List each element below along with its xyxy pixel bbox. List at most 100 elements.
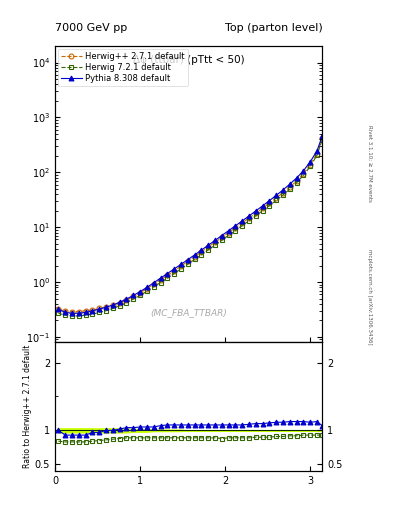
Herwig 7.2.1 default bbox=[158, 280, 163, 286]
Herwig 7.2.1 default bbox=[110, 306, 115, 312]
Legend: Herwig++ 2.7.1 default, Herwig 7.2.1 default, Pythia 8.308 default: Herwig++ 2.7.1 default, Herwig 7.2.1 def… bbox=[57, 49, 188, 87]
Herwig++ 2.7.1 default bbox=[158, 276, 163, 283]
Line: Herwig 7.2.1 default: Herwig 7.2.1 default bbox=[56, 138, 325, 318]
Herwig++ 2.7.1 default bbox=[165, 272, 170, 279]
Pythia 8.308 default bbox=[63, 309, 68, 315]
Herwig++ 2.7.1 default bbox=[260, 205, 265, 211]
Pythia 8.308 default bbox=[213, 238, 217, 244]
Pythia 8.308 default bbox=[110, 302, 115, 308]
Herwig++ 2.7.1 default bbox=[118, 300, 122, 306]
Herwig++ 2.7.1 default bbox=[172, 268, 176, 274]
Herwig 7.2.1 default bbox=[213, 242, 217, 248]
Herwig++ 2.7.1 default bbox=[63, 308, 68, 314]
Text: Δφ (ttbar) (pTtt < 50): Δφ (ttbar) (pTtt < 50) bbox=[133, 55, 244, 65]
Herwig++ 2.7.1 default bbox=[213, 239, 217, 245]
Herwig 7.2.1 default bbox=[124, 300, 129, 306]
Herwig 7.2.1 default bbox=[131, 296, 136, 302]
Herwig 7.2.1 default bbox=[56, 310, 61, 316]
Herwig 7.2.1 default bbox=[145, 288, 149, 294]
Herwig++ 2.7.1 default bbox=[104, 304, 108, 310]
Herwig++ 2.7.1 default bbox=[151, 281, 156, 287]
Herwig 7.2.1 default bbox=[77, 313, 81, 319]
Pythia 8.308 default bbox=[281, 187, 285, 193]
Pythia 8.308 default bbox=[247, 213, 252, 219]
Herwig 7.2.1 default bbox=[151, 284, 156, 290]
Herwig++ 2.7.1 default bbox=[315, 151, 320, 157]
Herwig 7.2.1 default bbox=[63, 312, 68, 318]
Herwig++ 2.7.1 default bbox=[267, 200, 272, 206]
Herwig++ 2.7.1 default bbox=[281, 189, 285, 196]
Herwig 7.2.1 default bbox=[138, 292, 142, 298]
Pythia 8.308 default bbox=[83, 309, 88, 315]
Herwig++ 2.7.1 default bbox=[240, 220, 244, 226]
Herwig++ 2.7.1 default bbox=[320, 135, 325, 141]
Pythia 8.308 default bbox=[165, 270, 170, 276]
Herwig 7.2.1 default bbox=[294, 180, 299, 186]
Pythia 8.308 default bbox=[219, 232, 224, 239]
Herwig++ 2.7.1 default bbox=[124, 297, 129, 303]
Herwig++ 2.7.1 default bbox=[206, 244, 211, 250]
Herwig 7.2.1 default bbox=[185, 261, 190, 267]
Pythia 8.308 default bbox=[253, 208, 258, 214]
Herwig++ 2.7.1 default bbox=[301, 170, 306, 177]
Herwig 7.2.1 default bbox=[260, 208, 265, 214]
Herwig++ 2.7.1 default bbox=[90, 307, 95, 313]
Pythia 8.308 default bbox=[104, 304, 108, 310]
Herwig++ 2.7.1 default bbox=[178, 263, 183, 269]
Herwig 7.2.1 default bbox=[97, 309, 102, 315]
Herwig++ 2.7.1 default bbox=[70, 309, 74, 315]
Pythia 8.308 default bbox=[97, 306, 102, 312]
Pythia 8.308 default bbox=[145, 284, 149, 290]
Pythia 8.308 default bbox=[131, 292, 136, 298]
Pythia 8.308 default bbox=[308, 159, 312, 165]
Pythia 8.308 default bbox=[70, 310, 74, 316]
Herwig++ 2.7.1 default bbox=[110, 302, 115, 308]
Line: Pythia 8.308 default: Pythia 8.308 default bbox=[56, 134, 325, 316]
Herwig 7.2.1 default bbox=[301, 173, 306, 179]
Herwig 7.2.1 default bbox=[192, 257, 197, 263]
Pythia 8.308 default bbox=[240, 218, 244, 224]
Herwig++ 2.7.1 default bbox=[199, 249, 204, 255]
Herwig 7.2.1 default bbox=[315, 152, 320, 158]
Text: 7000 GeV pp: 7000 GeV pp bbox=[55, 23, 127, 33]
Pythia 8.308 default bbox=[90, 308, 95, 314]
Herwig 7.2.1 default bbox=[308, 163, 312, 169]
Herwig 7.2.1 default bbox=[274, 197, 279, 203]
Herwig++ 2.7.1 default bbox=[219, 234, 224, 241]
Herwig 7.2.1 default bbox=[90, 311, 95, 317]
Herwig 7.2.1 default bbox=[253, 212, 258, 219]
Text: Rivet 3.1.10; ≥ 2.7M events: Rivet 3.1.10; ≥ 2.7M events bbox=[367, 125, 372, 202]
Herwig 7.2.1 default bbox=[199, 252, 204, 258]
Pythia 8.308 default bbox=[226, 228, 231, 234]
Herwig++ 2.7.1 default bbox=[97, 306, 102, 312]
Herwig 7.2.1 default bbox=[118, 303, 122, 309]
Herwig 7.2.1 default bbox=[247, 218, 252, 224]
Herwig++ 2.7.1 default bbox=[77, 309, 81, 315]
Pythia 8.308 default bbox=[294, 175, 299, 181]
Pythia 8.308 default bbox=[158, 275, 163, 281]
Herwig++ 2.7.1 default bbox=[83, 308, 88, 314]
Herwig++ 2.7.1 default bbox=[308, 162, 312, 168]
Herwig 7.2.1 default bbox=[178, 266, 183, 272]
Text: mcplots.cern.ch [arXiv:1306.3436]: mcplots.cern.ch [arXiv:1306.3436] bbox=[367, 249, 372, 345]
Herwig 7.2.1 default bbox=[206, 247, 211, 253]
Herwig++ 2.7.1 default bbox=[56, 306, 61, 312]
Pythia 8.308 default bbox=[206, 242, 211, 248]
Herwig 7.2.1 default bbox=[70, 313, 74, 319]
Herwig++ 2.7.1 default bbox=[294, 178, 299, 184]
Line: Herwig++ 2.7.1 default: Herwig++ 2.7.1 default bbox=[56, 136, 325, 314]
Text: (MC_FBA_TTBAR): (MC_FBA_TTBAR) bbox=[150, 308, 227, 317]
Herwig 7.2.1 default bbox=[287, 186, 292, 192]
Pythia 8.308 default bbox=[172, 266, 176, 272]
Herwig 7.2.1 default bbox=[219, 238, 224, 244]
Herwig 7.2.1 default bbox=[233, 227, 238, 233]
Pythia 8.308 default bbox=[274, 193, 279, 199]
Pythia 8.308 default bbox=[118, 299, 122, 305]
Pythia 8.308 default bbox=[267, 198, 272, 204]
Herwig 7.2.1 default bbox=[172, 270, 176, 276]
Herwig++ 2.7.1 default bbox=[185, 259, 190, 265]
Herwig 7.2.1 default bbox=[281, 192, 285, 198]
Pythia 8.308 default bbox=[260, 203, 265, 209]
Herwig++ 2.7.1 default bbox=[226, 229, 231, 236]
Text: Top (parton level): Top (parton level) bbox=[224, 23, 322, 33]
